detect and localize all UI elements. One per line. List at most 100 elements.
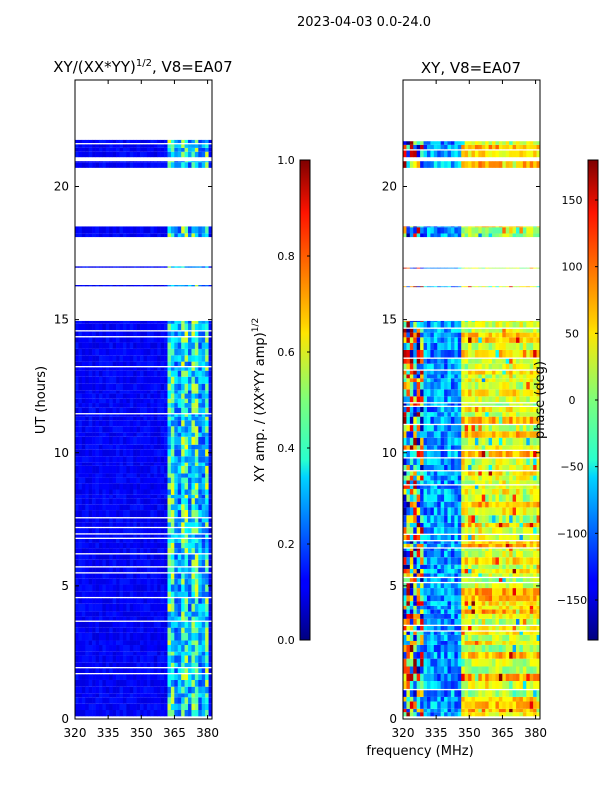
heatmap-cell bbox=[457, 557, 462, 565]
heatmap-cell bbox=[146, 432, 151, 437]
heatmap-cell bbox=[122, 420, 127, 427]
heatmap-cell bbox=[174, 522, 179, 527]
heatmap-cell bbox=[81, 591, 86, 597]
heatmap-cell bbox=[150, 139, 155, 144]
heatmap-cell bbox=[416, 522, 421, 528]
heatmap-cell bbox=[146, 679, 151, 687]
heatmap-cell bbox=[112, 567, 117, 573]
heatmap-cell bbox=[485, 673, 489, 682]
heatmap-cell bbox=[146, 522, 151, 527]
heatmap-cell bbox=[420, 494, 424, 502]
heatmap-cell bbox=[75, 616, 79, 621]
heatmap-cell bbox=[143, 361, 148, 367]
heatmap-cell bbox=[194, 355, 199, 362]
heatmap-cell bbox=[105, 407, 110, 414]
heatmap-cell bbox=[98, 693, 103, 698]
heatmap-cell bbox=[461, 588, 465, 596]
heatmap-cell bbox=[126, 693, 131, 698]
heatmap-cell bbox=[440, 673, 445, 682]
heatmap-cell bbox=[488, 640, 493, 645]
heatmap-cell bbox=[112, 621, 117, 628]
heatmap-cell bbox=[164, 567, 168, 573]
heatmap-cell bbox=[409, 652, 414, 659]
heatmap-cell bbox=[102, 355, 107, 362]
heatmap-cell bbox=[177, 528, 182, 534]
heatmap-cell bbox=[512, 690, 517, 697]
heatmap-cell bbox=[516, 515, 520, 523]
heatmap-cell bbox=[164, 342, 168, 349]
heatmap-cell bbox=[522, 515, 527, 523]
heatmap-cell bbox=[188, 144, 192, 148]
heatmap-cell bbox=[136, 611, 141, 617]
heatmap-cell bbox=[485, 488, 489, 495]
left-panel: XY/(XX*YY)1/2, V8=EA07 320 335 350 365 38005… bbox=[34, 58, 233, 740]
heatmap-cell bbox=[461, 652, 465, 659]
heatmap-cell bbox=[102, 139, 107, 144]
heatmap-cell bbox=[75, 591, 79, 597]
heatmap-cell bbox=[116, 226, 120, 234]
heatmap-cell bbox=[423, 673, 428, 682]
heatmap-cell bbox=[444, 557, 448, 565]
heatmap-cell bbox=[153, 162, 158, 168]
heatmap-cell bbox=[126, 567, 131, 573]
heatmap-cell bbox=[105, 632, 110, 641]
heatmap-cell bbox=[167, 498, 172, 505]
heatmap-cell bbox=[502, 618, 507, 625]
heatmap-cell bbox=[167, 591, 172, 597]
heatmap-cell bbox=[509, 527, 513, 534]
heatmap-cell bbox=[519, 708, 524, 713]
heatmap-cell bbox=[105, 542, 110, 549]
heatmap-cell bbox=[78, 370, 83, 377]
heatmap-cell bbox=[205, 578, 209, 585]
heatmap-cell bbox=[136, 603, 141, 612]
heatmap-cell bbox=[474, 507, 479, 516]
heatmap-cell bbox=[423, 564, 428, 569]
heatmap-cell bbox=[471, 475, 476, 481]
heatmap-cell bbox=[153, 376, 158, 384]
heatmap-cell bbox=[502, 652, 507, 659]
heatmap-cell bbox=[485, 543, 489, 548]
heatmap-cell bbox=[457, 488, 462, 495]
heatmap-cell bbox=[492, 701, 496, 709]
heatmap-cell bbox=[416, 494, 421, 502]
heatmap-cell bbox=[75, 498, 79, 505]
heatmap-cell bbox=[502, 644, 507, 653]
heatmap-cell bbox=[136, 426, 141, 433]
heatmap-cell bbox=[129, 337, 134, 343]
heatmap-cell bbox=[102, 627, 107, 633]
heatmap-cell bbox=[92, 144, 96, 148]
heatmap-cell bbox=[160, 432, 165, 437]
heatmap-cell bbox=[509, 618, 513, 625]
heatmap-cell bbox=[122, 416, 127, 421]
heatmap-cell bbox=[533, 550, 537, 558]
heatmap-cell bbox=[485, 618, 489, 625]
heatmap-cell bbox=[205, 331, 209, 337]
heatmap-cell bbox=[423, 640, 428, 645]
heatmap-cell bbox=[167, 416, 172, 421]
heatmap-cell bbox=[157, 444, 161, 450]
heatmap-cell bbox=[461, 568, 465, 574]
heatmap-cell bbox=[413, 535, 417, 541]
heatmap-cell bbox=[160, 436, 165, 445]
heatmap-cell bbox=[167, 559, 172, 567]
heatmap-cell bbox=[126, 674, 131, 680]
heatmap-cell bbox=[153, 449, 158, 457]
heatmap-cell bbox=[509, 588, 513, 596]
heatmap-cell bbox=[140, 147, 144, 152]
heatmap-cell bbox=[78, 603, 83, 612]
heatmap-cell bbox=[522, 541, 527, 544]
heatmap-cell bbox=[109, 323, 113, 331]
heatmap-cell bbox=[157, 703, 161, 711]
heatmap-cell bbox=[420, 696, 424, 702]
heatmap-cell bbox=[454, 568, 459, 574]
heatmap-cell bbox=[109, 383, 113, 391]
heatmap-cell bbox=[167, 573, 172, 579]
heatmap-cell bbox=[160, 703, 165, 711]
heatmap-cell bbox=[461, 578, 465, 582]
heatmap-cell bbox=[444, 595, 448, 602]
heatmap-cell bbox=[95, 603, 100, 612]
heatmap-cell bbox=[437, 626, 441, 631]
heatmap-cell bbox=[430, 583, 435, 589]
heatmap-cell bbox=[140, 473, 144, 478]
heatmap-cell bbox=[194, 591, 199, 597]
